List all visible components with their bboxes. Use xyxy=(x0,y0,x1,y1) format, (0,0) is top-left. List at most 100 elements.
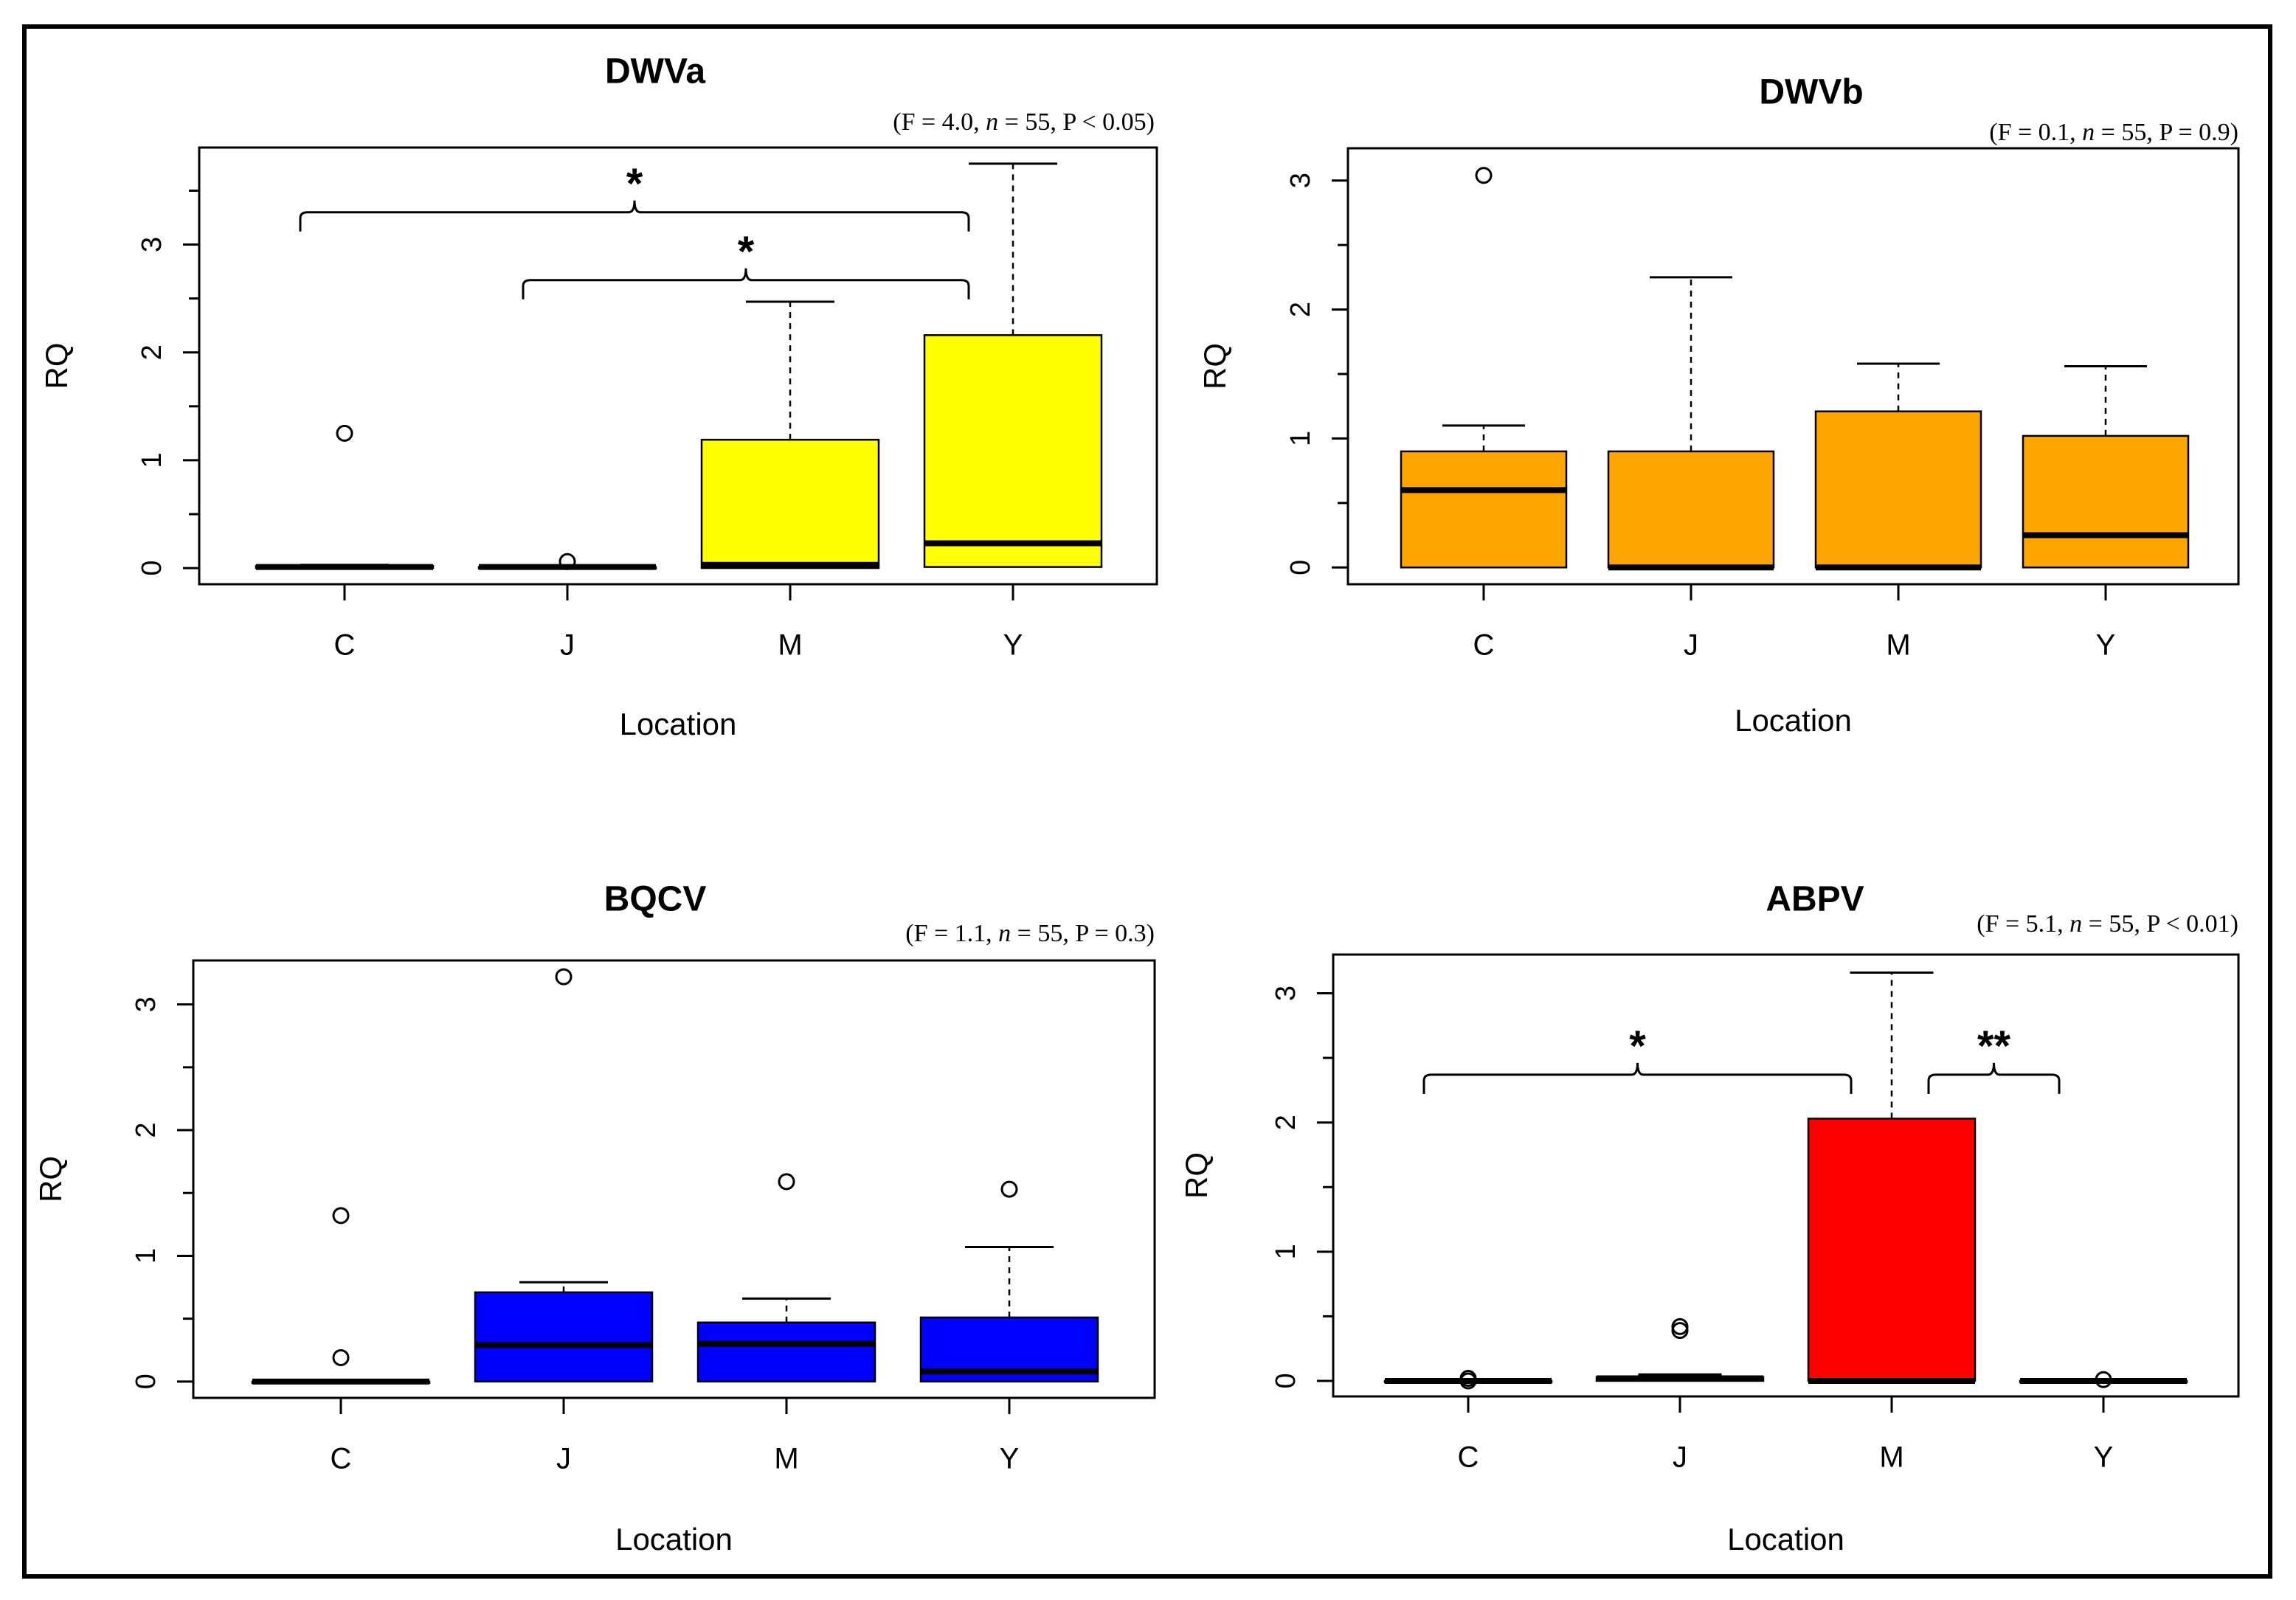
y-tick-label: 3 xyxy=(136,237,167,252)
plot-frame xyxy=(1332,953,2240,1398)
significance-label: * xyxy=(626,160,643,208)
box-m xyxy=(1814,362,1982,571)
x-axis-label: Location xyxy=(1727,1522,1844,1556)
outlier-point xyxy=(559,553,576,570)
outlier-point xyxy=(555,968,573,986)
outlier-point xyxy=(778,1173,795,1191)
y-tick-label: 2 xyxy=(136,344,167,360)
x-category-label: Y xyxy=(1003,629,1023,662)
box-body xyxy=(2022,434,2190,569)
box-m xyxy=(1807,972,1977,1384)
box-m xyxy=(700,300,880,569)
box-body xyxy=(1814,410,1982,569)
plot-frame xyxy=(198,146,1158,586)
box-j xyxy=(1595,1317,1765,1382)
y-tick-label: 0 xyxy=(1285,560,1316,575)
stats-annotation: (F = 0.1, n = 55, P = 0.9) xyxy=(1989,119,2238,146)
box-body xyxy=(474,1291,654,1383)
significance-bracket xyxy=(1422,1062,1853,1094)
y-axis-label: RQ xyxy=(33,1156,68,1202)
box-body xyxy=(696,1321,876,1383)
box-c xyxy=(255,424,435,570)
box-y xyxy=(2019,1371,2188,1388)
y-tick-label: 0 xyxy=(131,1374,162,1389)
box-body xyxy=(923,334,1103,568)
outlier-point xyxy=(1671,1322,1689,1340)
box-m xyxy=(696,1173,876,1383)
x-category-label: J xyxy=(560,629,575,662)
box-y xyxy=(919,1180,1099,1383)
box-c xyxy=(1400,167,1568,569)
x-axis-label: Location xyxy=(1735,703,1852,738)
y-tick-label: 1 xyxy=(131,1248,162,1264)
y-tick-label: 3 xyxy=(1285,173,1316,188)
plot-frame xyxy=(192,959,1156,1399)
significance-label: * xyxy=(1629,1022,1646,1070)
chart-title: BQCV xyxy=(604,880,707,919)
chart-title: DWVa xyxy=(605,52,705,91)
outlier-point xyxy=(1475,167,1493,184)
significance-bracket xyxy=(522,268,970,299)
x-category-label: Y xyxy=(1000,1443,1020,1475)
x-category-label: M xyxy=(1879,1441,1903,1474)
y-tick-label: 2 xyxy=(131,1122,162,1137)
y-tick-label: 3 xyxy=(131,997,162,1012)
outlier-point xyxy=(1459,1372,1477,1390)
x-category-label: J xyxy=(1684,629,1698,662)
box-y xyxy=(2022,365,2190,569)
x-category-label: C xyxy=(1458,1441,1479,1474)
outlier-point xyxy=(332,1207,350,1225)
x-category-label: C xyxy=(334,629,356,662)
y-tick-label: 1 xyxy=(136,452,167,468)
x-category-label: J xyxy=(556,1443,571,1475)
significance-bracket xyxy=(299,200,970,232)
chart-title: ABPV xyxy=(1766,880,1864,919)
x-category-label: M xyxy=(778,629,802,662)
significance-label: * xyxy=(738,228,755,276)
outlier-point xyxy=(332,1348,350,1366)
box-y xyxy=(923,162,1103,568)
y-tick-label: 1 xyxy=(1270,1244,1301,1259)
chart-title: DWVb xyxy=(1759,73,1863,112)
box-j xyxy=(1607,276,1775,571)
y-tick-label: 0 xyxy=(136,561,167,576)
x-category-label: J xyxy=(1673,1441,1687,1474)
panel-abpv: ABPV (F = 5.1, n = 55, P < 0.01) 0 1 2 3 RQ C J M… xyxy=(1179,880,2240,1556)
x-category-label: C xyxy=(331,1443,352,1475)
y-tick-label: 2 xyxy=(1285,302,1316,317)
x-category-label: Y xyxy=(2094,1441,2114,1474)
box-body xyxy=(700,438,880,569)
y-tick-label: 3 xyxy=(1270,986,1301,1001)
x-axis-label: Location xyxy=(615,1522,733,1556)
box-c xyxy=(251,1207,431,1385)
panel-bqcv: BQCV (F = 1.1, n = 55, P = 0.3) 0 1 2 3 RQ C J M Y… xyxy=(33,880,1156,1556)
plot-frame xyxy=(1346,147,2240,586)
box-body xyxy=(1807,1118,1977,1382)
x-axis-label: Location xyxy=(620,707,737,741)
box-j xyxy=(474,968,654,1383)
stats-annotation: (F = 4.0, n = 55, P < 0.05) xyxy=(893,108,1155,136)
stats-annotation: (F = 5.1, n = 55, P < 0.01) xyxy=(1977,910,2238,938)
outlier-point xyxy=(2095,1371,2112,1388)
stats-annotation: (F = 1.1, n = 55, P = 0.3) xyxy=(905,920,1155,947)
y-tick-label: 2 xyxy=(1270,1115,1301,1130)
significance-label: ** xyxy=(1977,1022,2011,1070)
panel-dwvb: DWVb (F = 0.1, n = 55, P = 0.9) 0 1 2 3 RQ C J M Y… xyxy=(1197,73,2240,738)
box-j xyxy=(477,553,657,570)
y-tick-label: 1 xyxy=(1285,431,1316,446)
significance-bracket xyxy=(1927,1062,2061,1094)
y-axis-label: RQ xyxy=(1179,1152,1214,1199)
panel-dwva: DWVa (F = 4.0, n = 55, P < 0.05) 0 1 2 3 RQ C J M… xyxy=(39,52,1158,741)
x-category-label: Y xyxy=(2096,629,2116,662)
outlier-point xyxy=(336,424,353,442)
y-axis-label: RQ xyxy=(39,343,74,389)
box-body xyxy=(1607,450,1775,569)
y-axis-label: RQ xyxy=(1197,343,1232,389)
y-tick-label: 0 xyxy=(1270,1373,1301,1388)
box-body xyxy=(1400,450,1568,569)
outlier-point xyxy=(1000,1180,1018,1198)
x-category-label: C xyxy=(1473,629,1495,662)
x-category-label: M xyxy=(774,1443,798,1475)
box-c xyxy=(1383,1369,1553,1390)
